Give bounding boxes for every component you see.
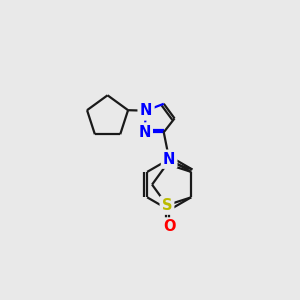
Text: N: N: [138, 125, 151, 140]
Text: N: N: [138, 125, 151, 140]
Text: N: N: [163, 152, 175, 167]
Text: N: N: [140, 103, 152, 118]
Text: S: S: [162, 198, 172, 213]
Text: O: O: [163, 220, 175, 235]
Text: N: N: [140, 103, 152, 118]
